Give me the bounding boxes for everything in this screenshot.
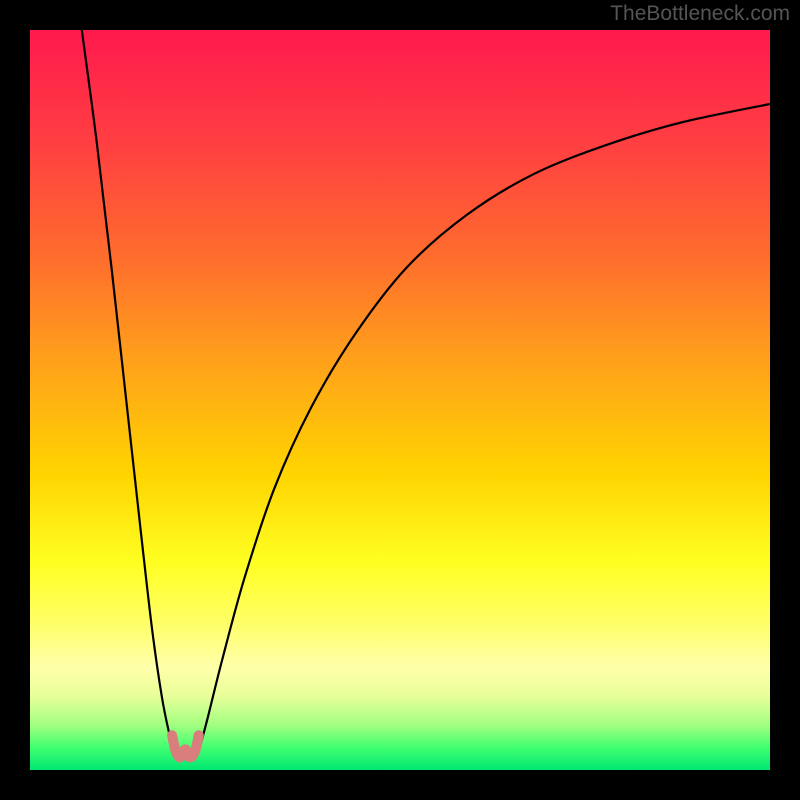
chart-svg <box>0 0 800 800</box>
plot-background <box>30 30 770 770</box>
chart-container: TheBottleneck.com <box>0 0 800 800</box>
watermark-text: TheBottleneck.com <box>610 2 790 26</box>
